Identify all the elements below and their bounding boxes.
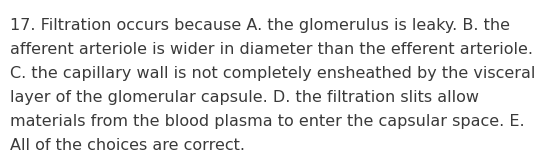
Text: 17. Filtration occurs because A. the glomerulus is leaky. B. the: 17. Filtration occurs because A. the glo… [10,18,510,33]
Text: All of the choices are correct.: All of the choices are correct. [10,138,245,153]
Text: layer of the glomerular capsule. D. the filtration slits allow: layer of the glomerular capsule. D. the … [10,90,479,105]
Text: afferent arteriole is wider in diameter than the efferent arteriole.: afferent arteriole is wider in diameter … [10,42,533,57]
Text: materials from the blood plasma to enter the capsular space. E.: materials from the blood plasma to enter… [10,114,525,129]
Text: C. the capillary wall is not completely ensheathed by the visceral: C. the capillary wall is not completely … [10,66,535,81]
